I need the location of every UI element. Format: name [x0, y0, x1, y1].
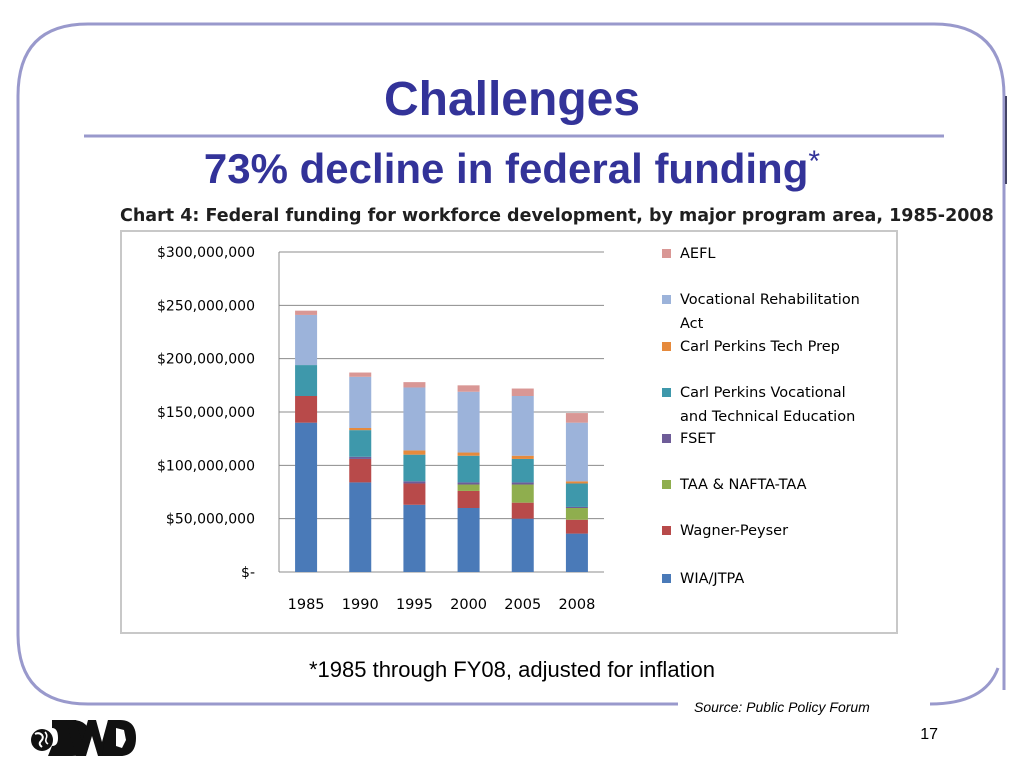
- bar-segment: [457, 482, 480, 485]
- legend-swatch: [662, 434, 671, 443]
- globe-icon: [31, 729, 53, 751]
- y-tick-label: $200,000,000: [157, 352, 255, 368]
- bar-segment: [511, 388, 534, 396]
- bar-segment: [403, 483, 426, 505]
- bar-segment: [565, 422, 588, 482]
- bar-segment: [295, 422, 318, 572]
- legend-label: FSET: [680, 431, 715, 447]
- subtitle-asterisk: *: [808, 145, 821, 178]
- bar-segment: [349, 430, 372, 457]
- stacked-bar-chart: $- $50,000,000 $100,000,000 $150,000,000 $20…: [157, 245, 860, 613]
- bar-segment: [457, 455, 480, 483]
- bar-segment: [349, 458, 372, 483]
- bar-segment: [565, 508, 588, 520]
- bar-segment: [511, 502, 534, 519]
- legend-label: AEFL: [680, 246, 716, 262]
- legend-label: Wagner-Peyser: [680, 523, 788, 539]
- y-tick-label: $150,000,000: [157, 405, 255, 421]
- legend-swatch: [662, 480, 671, 489]
- legend-label: Carl Perkins Tech Prep: [680, 339, 840, 355]
- legend-swatch: [662, 388, 671, 397]
- bar-segment: [349, 376, 372, 428]
- bar-segment: [403, 450, 426, 455]
- y-tick-label: $250,000,000: [157, 298, 255, 314]
- bar-segment: [295, 396, 318, 423]
- chart-heading: Chart 4: Federal funding for workforce d…: [120, 206, 994, 226]
- legend-swatch: [662, 249, 671, 258]
- bar-segment: [457, 490, 480, 508]
- legend-label: Carl Perkins Vocational and Technical Edu…: [680, 385, 855, 425]
- bar-segment: [349, 372, 372, 377]
- bar-segment: [403, 454, 426, 482]
- x-tick-label: 2005: [504, 597, 541, 613]
- slide-subtitle: 73% decline in federal funding*: [0, 145, 1024, 193]
- bar-segment: [511, 455, 534, 459]
- x-tick-label: 1995: [396, 597, 433, 613]
- bar-segment: [511, 518, 534, 572]
- bar-segment: [565, 519, 588, 534]
- bar-segment: [565, 483, 588, 507]
- bar-segment: [295, 314, 318, 366]
- y-tick-label: $100,000,000: [157, 458, 255, 474]
- bar-segment: [295, 365, 318, 396]
- x-tick-label: 2008: [558, 597, 595, 613]
- legend-swatch: [662, 526, 671, 535]
- bar-segment: [511, 484, 534, 503]
- x-tick-label: 1985: [288, 597, 325, 613]
- bar-segment: [565, 413, 588, 423]
- chart-area: $- $50,000,000 $100,000,000 $150,000,000 $20…: [120, 230, 898, 634]
- y-tick-label: $50,000,000: [166, 512, 255, 528]
- bar-segment: [511, 482, 534, 485]
- bar-segment: [349, 428, 372, 431]
- bar-segment: [403, 387, 426, 451]
- footnote: *1985 through FY08, adjusted for inflati…: [308, 657, 716, 682]
- y-tick-label: $-: [241, 565, 255, 581]
- bar-segment: [457, 484, 480, 491]
- bar-segment: [565, 481, 588, 484]
- source-credit: Source: Public Policy Forum: [694, 699, 870, 715]
- bar-segment: [403, 481, 426, 484]
- bar-segment: [457, 391, 480, 453]
- bar-segment: [565, 506, 588, 508]
- bar-segment: [349, 482, 372, 572]
- legend-label: WIA/JTPA: [680, 571, 744, 587]
- bar-segment: [457, 452, 480, 456]
- x-tick-label: 1990: [342, 597, 379, 613]
- legend-label: Vocational Rehabilitation Act: [680, 292, 860, 332]
- legend-swatch: [662, 574, 671, 583]
- y-tick-label: $300,000,000: [157, 245, 255, 261]
- bar-segment: [403, 504, 426, 572]
- bar-segment: [565, 533, 588, 572]
- bar-segment: [511, 458, 534, 483]
- bar-segment: [457, 508, 480, 572]
- dwd-logo: [31, 720, 136, 756]
- bar-segment: [295, 310, 318, 315]
- subtitle-text: 73% decline in federal funding: [203, 145, 809, 192]
- legend-swatch: [662, 342, 671, 351]
- bar-segment: [349, 456, 372, 459]
- bar-segment: [457, 385, 480, 392]
- x-tick-label: 2000: [450, 597, 487, 613]
- page-number: 17: [920, 726, 938, 743]
- bar-segment: [511, 396, 534, 456]
- legend-label: TAA & NAFTA-TAA: [679, 477, 807, 493]
- legend-swatch: [662, 295, 671, 304]
- bar-segment: [403, 382, 426, 388]
- slide-title: Challenges: [383, 73, 641, 126]
